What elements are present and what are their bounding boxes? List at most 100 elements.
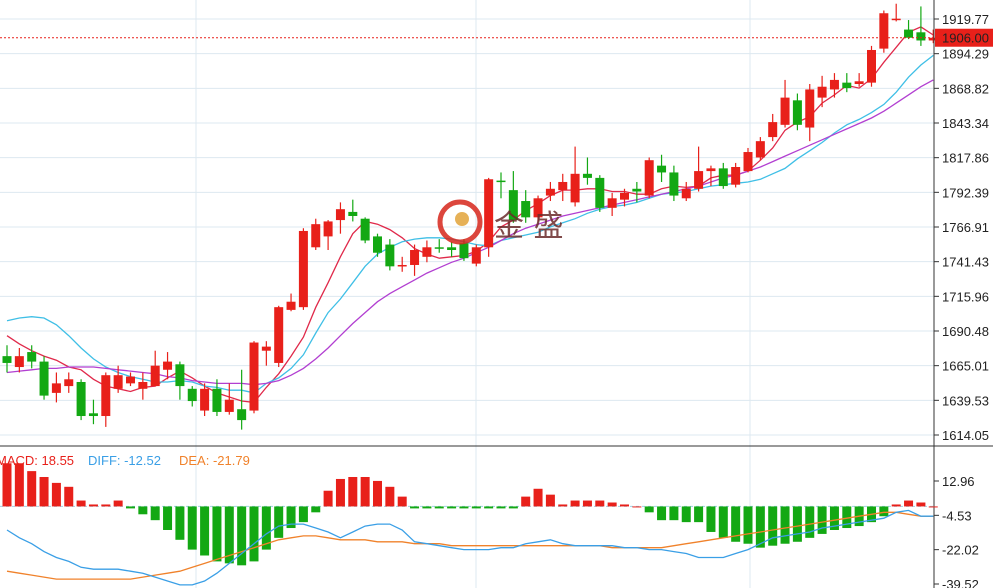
candle-body	[274, 307, 284, 363]
ma_short-line	[6, 26, 934, 404]
candle-body	[88, 413, 98, 417]
macd-bar	[694, 506, 704, 523]
candle-body	[620, 192, 629, 200]
macd-bar	[879, 506, 889, 517]
candle-body	[657, 165, 667, 173]
price-tag-text: 1906.00	[942, 31, 989, 46]
candle-body	[842, 82, 852, 89]
candle-body	[731, 167, 741, 185]
macd-panel[interactable]: 12.96 -4.53 -22.02 -39.52 MACD: 18.55 DIFF:…	[0, 453, 979, 588]
macd-bar	[286, 506, 296, 529]
candle-body	[113, 375, 123, 389]
macd-bar	[261, 506, 271, 550]
candle-body	[138, 381, 148, 389]
candle-body	[76, 381, 86, 417]
macd-bar	[545, 494, 555, 507]
macd-histogram	[2, 463, 938, 566]
candle-body	[64, 379, 74, 387]
y-tick-label: 1665.01	[942, 359, 989, 374]
candle-body	[447, 247, 457, 251]
candle-body	[286, 301, 296, 310]
price-axis: 1919.77 1894.29 1868.82 1843.34 1817.86 1792.…	[933, 0, 989, 588]
macd-bar	[681, 506, 691, 523]
macd-bar	[434, 506, 444, 509]
macd-bar	[360, 476, 370, 507]
candle-body	[867, 49, 876, 83]
candle-body	[718, 168, 728, 187]
candle-body	[533, 198, 543, 218]
candle-body	[570, 173, 580, 203]
candle-body	[360, 218, 370, 241]
candle-body	[805, 89, 815, 128]
legend-diff: DIFF: -12.52	[88, 453, 161, 468]
macd-bar	[842, 506, 852, 529]
candle-body	[261, 346, 271, 351]
y-tick-label: 1817.86	[942, 151, 989, 166]
candle-body	[237, 409, 247, 421]
candle-body	[373, 236, 382, 253]
candle-body	[817, 86, 827, 98]
macd-bar	[150, 506, 160, 521]
macd-bar	[496, 506, 506, 509]
moving-average-lines	[6, 26, 934, 404]
macd-bar	[644, 506, 654, 513]
candle-body	[434, 247, 444, 249]
y-tick-label: 1741.43	[942, 255, 989, 270]
macd-bar	[298, 506, 308, 523]
macd-bar	[323, 490, 333, 507]
candle-body	[829, 79, 839, 90]
candle-body	[459, 243, 469, 259]
macd-bar	[76, 500, 86, 507]
candle-body	[916, 32, 926, 41]
macd-bar	[348, 476, 358, 507]
y-tick-label: 1614.05	[942, 428, 989, 443]
candle-body	[39, 361, 49, 396]
candle-body	[471, 247, 481, 264]
macd-bar	[101, 504, 111, 507]
macd-bar	[447, 506, 457, 509]
candle-body	[755, 141, 765, 158]
macd-y-tick-label: -4.53	[942, 508, 972, 523]
macd-bar	[632, 506, 642, 508]
macd-bar	[484, 506, 494, 509]
candle-body	[150, 365, 160, 387]
macd-bar	[459, 506, 469, 509]
candle-body	[681, 188, 691, 199]
candlesticks	[2, 3, 938, 430]
macd-bar	[891, 504, 901, 507]
watermark-logo-core	[455, 212, 469, 226]
candle-body	[298, 230, 308, 308]
macd-bar	[731, 506, 741, 542]
macd-bar	[582, 500, 592, 507]
macd-bar	[397, 496, 407, 507]
price-grid	[0, 0, 934, 588]
candle-body	[187, 388, 197, 402]
macd-bar	[88, 504, 98, 507]
candle-body	[200, 388, 210, 411]
y-tick-label: 1690.48	[942, 324, 989, 339]
macd-bar	[706, 506, 716, 532]
macd-bar	[27, 471, 37, 507]
macd-bar	[14, 463, 24, 507]
macd-bar	[249, 506, 259, 562]
candle-body	[496, 180, 506, 183]
macd-bar	[51, 482, 61, 507]
macd-bar	[138, 506, 148, 515]
candle-body	[669, 172, 679, 196]
macd-bar	[224, 506, 234, 564]
macd-bar	[163, 506, 173, 530]
candle-body	[385, 244, 395, 267]
legend-dea: DEA: -21.79	[179, 453, 250, 468]
candle-body	[175, 364, 185, 387]
candle-body	[224, 399, 234, 412]
candle-body	[249, 342, 259, 411]
candle-body	[2, 356, 12, 363]
macd-bar	[669, 506, 679, 521]
macd-bar	[64, 486, 74, 507]
macd-bar	[410, 506, 420, 509]
macd-bar	[237, 506, 247, 566]
y-tick-label: 1868.82	[942, 81, 989, 96]
candle-body	[879, 13, 889, 49]
